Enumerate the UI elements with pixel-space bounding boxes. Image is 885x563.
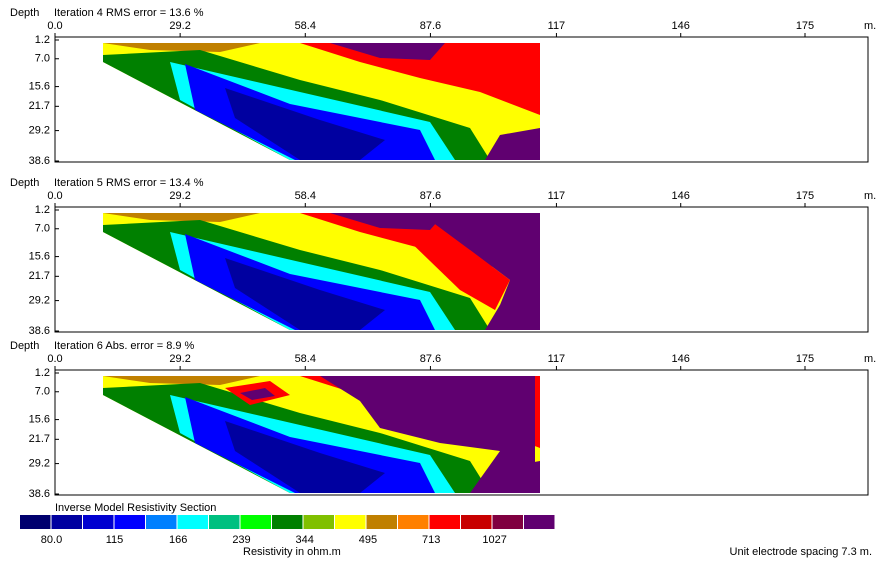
y-tick-label: 29.2 bbox=[29, 124, 50, 136]
y-tick-label: 15.6 bbox=[29, 413, 50, 425]
x-tick-label: 175 bbox=[796, 353, 814, 365]
x-tick-label: 146 bbox=[672, 20, 690, 32]
resistivity-zone bbox=[103, 376, 260, 385]
x-tick-label: 146 bbox=[672, 190, 690, 202]
scale-label: 166 bbox=[169, 534, 187, 546]
scale-label: 495 bbox=[359, 534, 377, 546]
depth-label: Depth bbox=[10, 7, 39, 19]
y-tick-label: 7.0 bbox=[35, 53, 50, 65]
x-tick-label: 58.4 bbox=[295, 20, 316, 32]
scale-label: 344 bbox=[296, 534, 314, 546]
color-swatch bbox=[492, 515, 523, 529]
x-tick-label: 0.0 bbox=[47, 353, 62, 365]
x-unit: m. bbox=[864, 20, 876, 32]
y-tick-label: 38.6 bbox=[29, 325, 50, 337]
color-swatch bbox=[20, 515, 51, 529]
color-swatch bbox=[83, 515, 114, 529]
x-tick-label: 0.0 bbox=[47, 190, 62, 202]
resistivity-zone bbox=[320, 376, 535, 493]
footer: Unit electrode spacing 7.3 m. bbox=[730, 546, 872, 558]
x-tick-label: 29.2 bbox=[169, 353, 190, 365]
x-tick-label: 58.4 bbox=[295, 353, 316, 365]
depth-label: Depth bbox=[10, 340, 39, 352]
plot-frame bbox=[54, 369, 869, 496]
resistivity-zone bbox=[225, 421, 385, 493]
color-swatch bbox=[272, 515, 303, 529]
panel-title: Iteration 5 RMS error = 13.4 % bbox=[54, 177, 204, 189]
resistivity-zone bbox=[103, 213, 260, 222]
y-tick-label: 1.2 bbox=[35, 34, 50, 46]
y-tick-label: 1.2 bbox=[35, 204, 50, 216]
x-tick-label: 29.2 bbox=[169, 190, 190, 202]
x-tick-label: 58.4 bbox=[295, 190, 316, 202]
legend-unit: Resistivity in ohm.m bbox=[243, 546, 341, 558]
color-swatch bbox=[114, 515, 145, 529]
color-swatch bbox=[398, 515, 429, 529]
depth-label: Depth bbox=[10, 177, 39, 189]
y-tick-label: 15.6 bbox=[29, 80, 50, 92]
color-swatch bbox=[461, 515, 492, 529]
x-unit: m. bbox=[864, 190, 876, 202]
resistivity-zone bbox=[300, 43, 540, 115]
color-swatch bbox=[429, 515, 460, 529]
x-tick-label: 117 bbox=[548, 353, 566, 365]
resistivity-zone bbox=[400, 232, 510, 310]
resistivity-zone bbox=[185, 234, 435, 330]
scale-label: 115 bbox=[106, 534, 124, 546]
x-tick-label: 146 bbox=[672, 353, 690, 365]
resistivity-zone bbox=[240, 388, 275, 400]
y-tick-label: 1.2 bbox=[35, 367, 50, 379]
y-tick-label: 29.2 bbox=[29, 294, 50, 306]
y-tick-label: 15.6 bbox=[29, 250, 50, 262]
color-swatch bbox=[209, 515, 240, 529]
color-swatch bbox=[303, 515, 334, 529]
y-tick-label: 7.0 bbox=[35, 223, 50, 235]
x-tick-label: 0.0 bbox=[47, 20, 62, 32]
x-tick-label: 175 bbox=[796, 190, 814, 202]
resistivity-zone bbox=[420, 213, 540, 330]
resistivity-zone bbox=[185, 64, 435, 160]
x-tick-label: 87.6 bbox=[420, 190, 441, 202]
y-tick-label: 21.7 bbox=[29, 100, 50, 112]
scale-label: 239 bbox=[232, 534, 250, 546]
x-tick-label: 117 bbox=[548, 190, 566, 202]
color-swatch bbox=[524, 515, 555, 529]
plot-frame bbox=[54, 206, 869, 333]
scale-label: 80.0 bbox=[41, 534, 62, 546]
y-tick-label: 21.7 bbox=[29, 433, 50, 445]
resistivity-zone bbox=[103, 43, 260, 52]
color-swatch bbox=[51, 515, 82, 529]
panel-title: Iteration 6 Abs. error = 8.9 % bbox=[54, 340, 195, 352]
plot-frame bbox=[54, 36, 869, 163]
x-unit: m. bbox=[864, 353, 876, 365]
y-tick-label: 29.2 bbox=[29, 457, 50, 469]
scale-label: 1027 bbox=[482, 534, 506, 546]
x-tick-label: 87.6 bbox=[420, 20, 441, 32]
y-tick-label: 21.7 bbox=[29, 270, 50, 282]
x-tick-label: 175 bbox=[796, 20, 814, 32]
color-swatch bbox=[177, 515, 208, 529]
resistivity-zone bbox=[330, 43, 445, 60]
color-swatch bbox=[366, 515, 397, 529]
resistivity-zone bbox=[225, 88, 385, 160]
y-tick-label: 38.6 bbox=[29, 488, 50, 500]
resistivity-zone bbox=[185, 397, 435, 493]
color-swatch bbox=[146, 515, 177, 529]
color-swatch bbox=[335, 515, 366, 529]
x-tick-label: 117 bbox=[548, 20, 566, 32]
scale-label: 713 bbox=[422, 534, 440, 546]
x-tick-label: 29.2 bbox=[169, 20, 190, 32]
color-swatch bbox=[240, 515, 271, 529]
resistivity-zone bbox=[485, 128, 540, 160]
y-tick-label: 7.0 bbox=[35, 386, 50, 398]
y-tick-label: 38.6 bbox=[29, 155, 50, 167]
resistivity-zone bbox=[225, 258, 385, 330]
legend-title: Inverse Model Resistivity Section bbox=[55, 502, 216, 514]
panel-title: Iteration 4 RMS error = 13.6 % bbox=[54, 7, 204, 19]
resistivity-zone bbox=[330, 213, 445, 230]
x-tick-label: 87.6 bbox=[420, 353, 441, 365]
